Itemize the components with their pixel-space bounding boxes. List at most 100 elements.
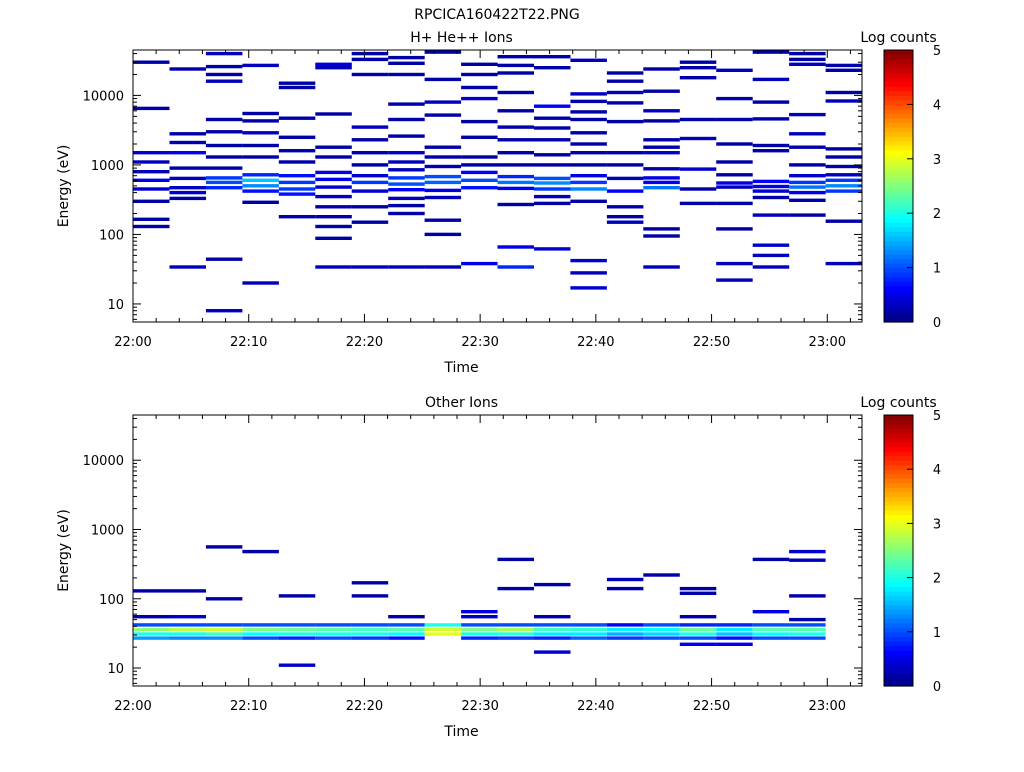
heatmap-cell bbox=[716, 642, 753, 646]
heatmap-cell bbox=[133, 636, 170, 640]
heatmap-cell bbox=[679, 586, 717, 591]
heatmap-cell bbox=[388, 265, 425, 269]
heatmap-cell bbox=[461, 163, 498, 167]
colorbar-step bbox=[884, 433, 913, 439]
y-axis: 10 100 1000 10000 bbox=[83, 418, 862, 684]
heatmap-cell bbox=[169, 140, 206, 145]
heatmap-cell bbox=[169, 615, 206, 619]
heatmap-cell bbox=[752, 184, 790, 189]
heatmap-cell bbox=[570, 110, 607, 114]
x-tick-label: 22:00 bbox=[114, 335, 151, 350]
colorbar-step bbox=[884, 509, 913, 515]
heatmap-cell bbox=[133, 170, 170, 174]
heatmap-cell bbox=[716, 117, 753, 122]
colorbar-step bbox=[884, 442, 913, 448]
heatmap-cell bbox=[497, 109, 534, 113]
colorbar-step bbox=[884, 564, 913, 570]
heatmap-cell bbox=[133, 199, 170, 203]
heatmap-cell bbox=[315, 623, 352, 627]
colorbar-step bbox=[884, 145, 913, 151]
colorbar-step bbox=[884, 136, 913, 142]
figure-title: RPCICA160422T22.PNG bbox=[414, 7, 579, 23]
colorbar-step bbox=[884, 176, 913, 183]
heatmap-cell bbox=[315, 177, 352, 182]
heatmap-cell bbox=[534, 247, 571, 251]
colorbar-tick-label: 1 bbox=[933, 262, 941, 277]
heatmap-cell bbox=[534, 116, 571, 120]
heatmap-cell bbox=[789, 62, 826, 66]
heatmap-cell bbox=[424, 218, 462, 222]
heatmap-cell bbox=[388, 61, 425, 65]
heatmap-cell bbox=[424, 155, 462, 159]
heatmap-cell bbox=[278, 180, 316, 185]
heatmap-cell bbox=[461, 178, 498, 182]
heatmap-cell bbox=[242, 119, 279, 123]
colorbar-step bbox=[884, 618, 913, 624]
heatmap-cell bbox=[242, 627, 279, 632]
heatmap-cell bbox=[716, 181, 753, 185]
heatmap-cell bbox=[679, 591, 717, 595]
x-tick-label: 22:50 bbox=[693, 699, 730, 714]
colorbar-step bbox=[884, 555, 913, 561]
heatmap-cell bbox=[424, 164, 462, 169]
heatmap-cell bbox=[424, 100, 462, 104]
y-tick-label: 10000 bbox=[83, 454, 124, 469]
heatmap-cell bbox=[278, 160, 316, 164]
colorbar-step bbox=[884, 63, 913, 69]
heatmap-cell bbox=[278, 632, 316, 636]
x-tick-label: 22:00 bbox=[114, 699, 151, 714]
colorbar-step bbox=[884, 303, 913, 309]
x-tick-label: 22:20 bbox=[346, 335, 383, 350]
colorbar-step bbox=[884, 308, 913, 314]
heatmap-cell bbox=[534, 66, 571, 70]
heatmap-cell bbox=[388, 72, 425, 77]
colorbar-label: Log counts bbox=[860, 395, 936, 411]
heatmap-cell bbox=[789, 617, 826, 622]
heatmap-cell bbox=[424, 113, 462, 117]
heatmap-cell bbox=[497, 202, 534, 207]
heatmap-cell bbox=[497, 55, 534, 59]
heatmap-cell bbox=[643, 167, 680, 171]
colorbar-step bbox=[884, 573, 913, 579]
heatmap-cell bbox=[388, 151, 425, 155]
heatmap-cell bbox=[497, 586, 534, 591]
heatmap-cell bbox=[497, 623, 534, 627]
colorbar-step bbox=[884, 496, 913, 502]
heatmap-cell bbox=[388, 636, 425, 640]
x-tick-label: 22:10 bbox=[230, 699, 267, 714]
heatmap-cell bbox=[461, 627, 498, 632]
colorbar-step bbox=[884, 676, 913, 683]
y-tick-label: 10 bbox=[107, 298, 124, 313]
heatmap-cell bbox=[716, 261, 753, 266]
heatmap-cell bbox=[606, 627, 644, 632]
heatmap-cell bbox=[133, 151, 170, 155]
heatmap-cell bbox=[752, 213, 790, 217]
heatmap-cell bbox=[278, 627, 316, 632]
heatmap-cell bbox=[351, 174, 389, 178]
heatmap-cell bbox=[242, 63, 279, 68]
colorbar-step bbox=[884, 299, 913, 305]
colorbar-step bbox=[884, 473, 913, 479]
x-tick-label: 23:00 bbox=[809, 335, 846, 350]
colorbar-step bbox=[884, 582, 913, 588]
heatmap-cell bbox=[388, 182, 425, 186]
heatmap-cell bbox=[461, 261, 498, 266]
heatmap-cell bbox=[242, 184, 279, 188]
heatmap-cell bbox=[606, 205, 644, 209]
colorbar-step bbox=[884, 469, 913, 475]
colorbar-step bbox=[884, 244, 913, 251]
heatmap-cell bbox=[606, 586, 644, 591]
heatmap-cell bbox=[278, 187, 316, 191]
colorbar-step bbox=[884, 505, 913, 511]
heatmap-cell bbox=[534, 55, 571, 59]
heatmap-cell bbox=[679, 167, 717, 171]
heatmap-cell bbox=[169, 166, 206, 170]
heatmap-cell bbox=[716, 173, 753, 177]
heatmap-cell bbox=[497, 125, 534, 129]
heatmap-cell bbox=[570, 271, 607, 275]
heatmap-cell bbox=[789, 180, 826, 185]
colorbar-step bbox=[884, 72, 913, 78]
colorbar-step bbox=[884, 545, 913, 552]
